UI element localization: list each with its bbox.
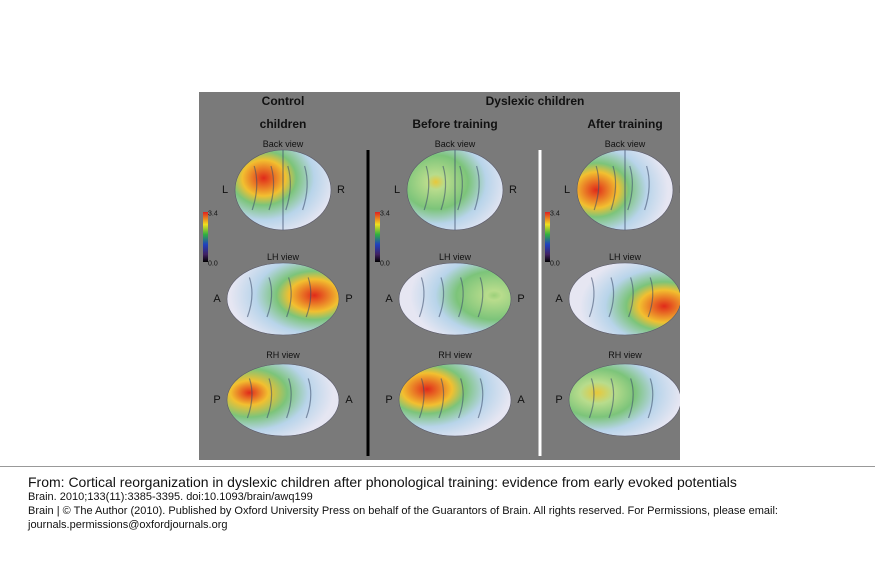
- colorbar: [203, 212, 208, 262]
- sulcus: [458, 378, 464, 419]
- sulcus: [474, 165, 480, 211]
- colorbar-max: 3.4: [550, 210, 560, 218]
- sulcus: [477, 277, 484, 318]
- view-title: Back view: [434, 139, 476, 149]
- caption: From: Cortical reorganization in dyslexi…: [28, 474, 858, 532]
- view-title: RH view: [266, 350, 300, 360]
- view-title: RH view: [438, 350, 472, 360]
- orientation-label: L: [563, 184, 571, 196]
- sulcus: [286, 277, 292, 318]
- figure-panel: Dyslexic children Control children 3.4 0.0…: [199, 92, 680, 460]
- sulcus: [627, 165, 633, 211]
- sulcus: [644, 165, 650, 211]
- sulcus: [458, 277, 464, 318]
- sulcus: [588, 277, 595, 318]
- view-title: LH view: [438, 252, 472, 262]
- orientation-label: A: [213, 293, 221, 305]
- sulcus: [285, 165, 291, 211]
- sulcus: [286, 378, 292, 419]
- orientation-label: R: [337, 184, 345, 196]
- orientation-label: P: [517, 293, 525, 305]
- sulcus: [305, 277, 312, 318]
- sulcus: [628, 378, 634, 419]
- colorbar-min: 0.0: [380, 260, 390, 268]
- orientation-label: P: [385, 394, 393, 406]
- sulcus: [246, 277, 253, 318]
- orientation-label: L: [221, 184, 229, 196]
- sulcus: [647, 378, 654, 419]
- sulcus: [423, 165, 430, 211]
- brain-maps: [203, 149, 680, 456]
- sulcus: [251, 165, 258, 211]
- orientation-label: A: [385, 293, 393, 305]
- orientation-label: A: [517, 394, 525, 406]
- view-title: Back view: [604, 139, 646, 149]
- orientation-label: P: [213, 394, 221, 406]
- sulcus: [440, 165, 447, 211]
- brain-map: [226, 363, 340, 437]
- group-label: Dyslexic children: [485, 94, 585, 108]
- brain-map: [398, 262, 512, 336]
- orientation-label: R: [509, 184, 517, 196]
- sulcus: [266, 277, 273, 318]
- caption-title: From: Cortical reorganization in dyslexi…: [28, 474, 737, 490]
- sulcus: [608, 277, 615, 318]
- column-heading: Before training: [412, 117, 498, 131]
- sulcus: [418, 378, 425, 419]
- sulcus: [438, 277, 445, 318]
- sulcus: [246, 378, 253, 419]
- sulcus: [438, 378, 445, 419]
- sulcus: [647, 277, 654, 318]
- colorbar: [375, 212, 380, 262]
- orientation-label: A: [345, 394, 353, 406]
- sulcus: [628, 277, 634, 318]
- colorbar-max: 3.4: [208, 210, 218, 218]
- colorbar-min: 0.0: [550, 260, 560, 268]
- column-heading: After training: [587, 117, 663, 131]
- sulcus: [302, 165, 308, 211]
- sulcus: [588, 378, 595, 419]
- caption-citation: Brain. 2010;133(11):3385-3395. doi:10.10…: [28, 491, 313, 503]
- sulcus: [305, 378, 312, 419]
- view-title: LH view: [608, 252, 642, 262]
- orientation-label: L: [393, 184, 401, 196]
- brain-map: [568, 262, 680, 336]
- column-heading: Control children: [259, 94, 307, 131]
- sulcus: [608, 378, 615, 419]
- sulcus: [477, 378, 484, 419]
- orientation-label: P: [555, 394, 563, 406]
- sulcus: [457, 165, 463, 211]
- brain-map: [568, 363, 680, 437]
- view-title: Back view: [262, 139, 304, 149]
- orientation-label: P: [345, 293, 353, 305]
- sulcus: [266, 378, 273, 419]
- colorbar-max: 3.4: [380, 210, 390, 218]
- view-title: RH view: [608, 350, 642, 360]
- orientation-label: R: [679, 184, 680, 196]
- sulcus: [610, 165, 617, 211]
- separator: [0, 466, 875, 467]
- sulcus: [268, 165, 275, 211]
- colorbar-min: 0.0: [208, 260, 218, 268]
- brain-map: [398, 363, 512, 437]
- brain-map: [226, 262, 340, 336]
- sulcus: [418, 277, 425, 318]
- orientation-label: A: [555, 293, 563, 305]
- colorbar: [545, 212, 550, 262]
- sulcus: [593, 165, 600, 211]
- view-title: LH view: [266, 252, 300, 262]
- caption-copyright: Brain | © The Author (2010). Published b…: [28, 505, 778, 531]
